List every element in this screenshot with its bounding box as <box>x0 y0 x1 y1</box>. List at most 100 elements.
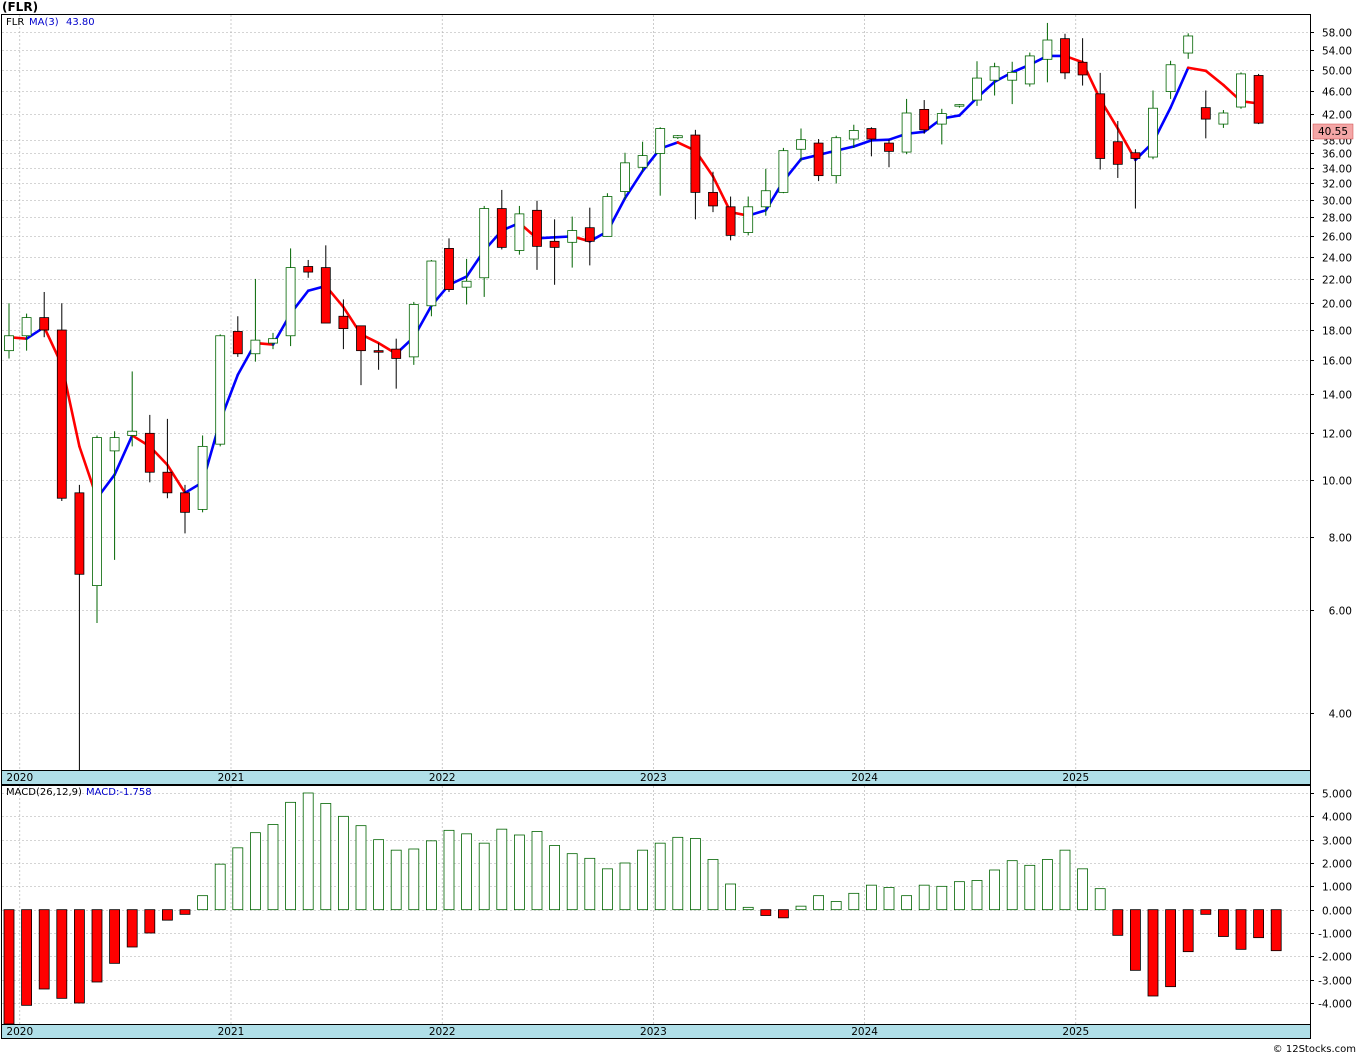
macd-bar-negative <box>778 909 789 919</box>
candle-up <box>408 304 419 358</box>
legend-ma-label: MA(3) <box>29 17 59 28</box>
candle-up <box>1007 71 1018 81</box>
candle-up <box>514 213 525 251</box>
price-tick-label: 32.00 <box>1322 179 1352 191</box>
candle-up <box>1218 112 1229 125</box>
last-price-box <box>1312 123 1354 140</box>
candle-up <box>1024 55 1035 85</box>
macd-bar-positive <box>408 848 420 911</box>
x-axis-labels-macd: 2020 2021 2022 2023 2024 2025 <box>6 1026 1089 1038</box>
macd-bar-negative <box>109 909 120 964</box>
candle-up <box>268 338 278 344</box>
candle-down <box>1060 38 1070 74</box>
macd-bar-positive <box>1006 860 1018 911</box>
candle-up <box>197 445 208 510</box>
candle-down <box>74 492 85 575</box>
x-tick-label: 2022 <box>429 772 456 784</box>
macd-bar-negative <box>91 909 103 983</box>
candle-up <box>127 430 138 436</box>
macd-bar-positive <box>1077 868 1088 911</box>
candle-down <box>338 315 349 330</box>
macd-bar-positive <box>197 895 209 911</box>
candle-down <box>356 325 366 352</box>
candle-down <box>1130 152 1141 159</box>
macd-bar-negative <box>1270 909 1282 952</box>
price-tick-label: 14.00 <box>1322 390 1352 402</box>
macd-bar-positive <box>302 792 314 911</box>
macd-bar-positive <box>619 862 631 911</box>
candle-down <box>373 350 384 353</box>
macd-bar-positive <box>214 863 226 911</box>
ma3-segment <box>711 175 732 214</box>
macd-tick-label: 4.000 <box>1322 812 1352 824</box>
macd-bar-positive <box>549 845 560 911</box>
macd-bar-positive <box>285 801 297 911</box>
macd-bar-positive <box>355 825 367 911</box>
macd-bar-positive <box>267 824 279 911</box>
watermark: © 12Stocks.com <box>1273 1044 1356 1055</box>
candle-up <box>567 230 578 243</box>
price-tick-label: 30.00 <box>1322 196 1352 208</box>
price-tick-label: 20.00 <box>1322 299 1352 311</box>
price-tick-label: 50.00 <box>1322 66 1352 78</box>
x-tick-label: 2021 <box>218 1026 245 1038</box>
price-tick-label: 54.00 <box>1322 46 1352 58</box>
macd-bar-negative <box>1147 909 1159 997</box>
macd-bar-negative <box>1182 909 1194 953</box>
macd-bar-negative <box>161 909 173 921</box>
macd-tick-label: 2.000 <box>1322 859 1352 871</box>
macd-bar-negative <box>1218 909 1229 937</box>
candle-down <box>1112 141 1123 165</box>
macd-bar-positive <box>496 828 508 911</box>
macd-bar-positive <box>725 883 736 911</box>
candle-up <box>989 66 1000 81</box>
candle-up <box>796 139 806 150</box>
macd-bar-positive <box>901 895 912 911</box>
candle-down <box>584 227 595 242</box>
price-tick-label: 16.00 <box>1322 356 1352 368</box>
candle-down <box>180 492 190 513</box>
price-tick-label: 10.00 <box>1322 476 1352 488</box>
macd-bar-negative <box>1235 909 1247 950</box>
macd-bar-positive <box>971 880 983 911</box>
x-tick-label: 2025 <box>1062 772 1089 784</box>
price-tick-label: 18.00 <box>1322 326 1352 338</box>
price-tick-label: 58.00 <box>1322 28 1352 40</box>
macd-bar-positive <box>373 839 385 911</box>
macd-bar-positive <box>672 836 684 911</box>
candle-up <box>936 113 947 125</box>
candle-down <box>1077 61 1088 76</box>
ma3-segment <box>958 96 979 117</box>
macd-bar-positive <box>1042 859 1053 911</box>
candle-up <box>285 267 296 337</box>
price-tick-label: 28.00 <box>1322 213 1352 225</box>
macd-value: MACD:-1.758 <box>86 787 152 798</box>
macd-bar-negative <box>3 909 15 1025</box>
macd-bar-positive <box>443 829 455 911</box>
macd-tick-label: 0.000 <box>1322 906 1352 918</box>
macd-bar-positive <box>918 884 930 911</box>
x-axis-strip-price <box>1 770 1311 785</box>
macd-bar-positive <box>848 892 860 911</box>
candle-down <box>813 142 824 177</box>
macd-bar-positive <box>954 881 965 911</box>
candle-up <box>215 335 226 445</box>
macd-bar-positive <box>936 885 948 911</box>
macd-bar-positive <box>320 803 332 911</box>
macd-tick-label: -2.000 <box>1318 952 1352 964</box>
macd-bar-negative <box>38 909 50 990</box>
candle-up <box>637 155 648 168</box>
candle-up <box>655 128 666 154</box>
candle-up <box>831 137 842 177</box>
candle-up <box>1042 39 1053 60</box>
macd-bar-positive <box>637 849 648 911</box>
x-tick-label: 2024 <box>851 1026 878 1038</box>
ma3-segment <box>1169 66 1190 109</box>
candle-up <box>1148 107 1158 158</box>
x-axis-labels-price: 2020 2021 2022 2023 2024 2025 <box>6 772 1089 784</box>
macd-bar-positive <box>478 842 490 911</box>
macd-bar-negative <box>21 909 33 1006</box>
candle-down <box>391 348 402 359</box>
macd-bar-negative <box>74 909 85 1004</box>
